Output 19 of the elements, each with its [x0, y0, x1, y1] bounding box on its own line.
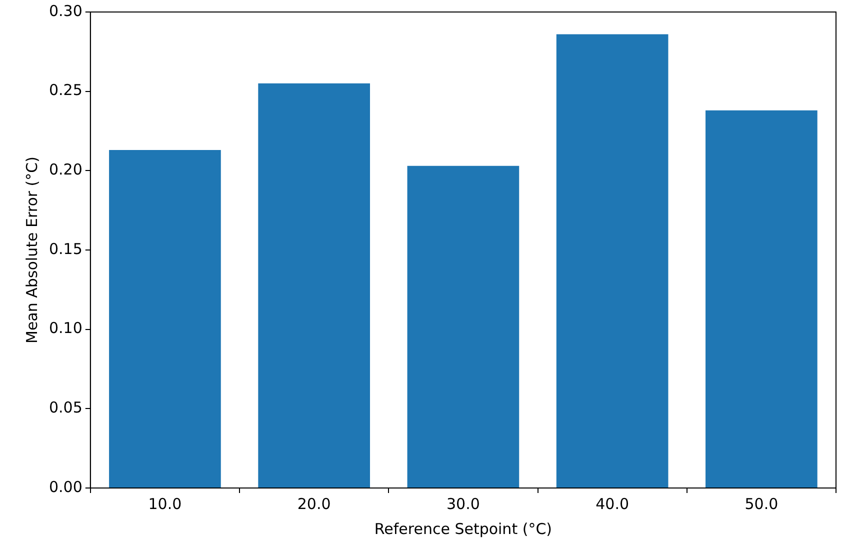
- bar: [706, 110, 818, 488]
- y-tick-label: 0.30: [48, 2, 82, 20]
- y-tick-label: 0.20: [48, 160, 82, 179]
- bar: [258, 83, 370, 488]
- bar: [109, 150, 221, 488]
- x-axis-title: Reference Setpoint (°C): [374, 520, 552, 538]
- y-tick-label: 0.25: [48, 81, 82, 100]
- y-tick-label: 0.10: [48, 319, 82, 338]
- x-tick-label: 30.0: [446, 494, 480, 513]
- y-axis-title: Mean Absolute Error (°C): [22, 156, 41, 344]
- x-tick-label: 50.0: [744, 494, 778, 513]
- y-tick-label: 0.05: [48, 398, 82, 417]
- x-tick-label: 20.0: [297, 494, 331, 513]
- x-tick-label: 10.0: [148, 494, 182, 513]
- y-tick-label: 0.15: [48, 240, 82, 258]
- bar: [556, 34, 668, 488]
- x-tick-label: 40.0: [596, 494, 630, 513]
- bar: [407, 166, 520, 488]
- y-tick-label: 0.00: [48, 478, 82, 496]
